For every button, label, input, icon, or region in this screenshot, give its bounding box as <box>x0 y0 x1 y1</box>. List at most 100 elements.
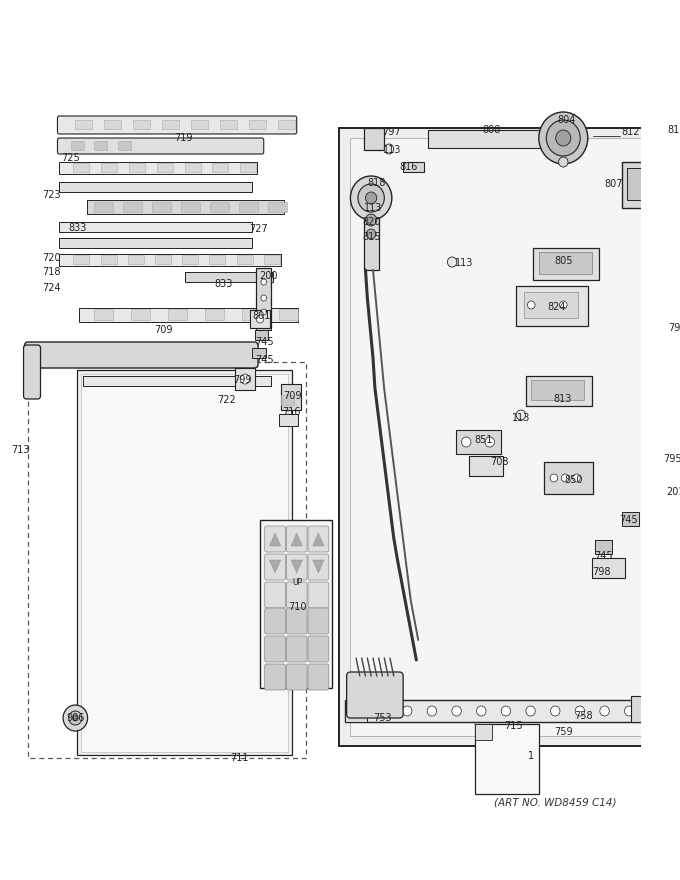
Bar <box>162 120 179 129</box>
Bar <box>648 537 658 545</box>
Bar <box>660 128 680 184</box>
Bar <box>364 128 384 150</box>
FancyBboxPatch shape <box>286 608 307 634</box>
FancyBboxPatch shape <box>286 526 307 552</box>
Text: 720: 720 <box>42 253 61 263</box>
Circle shape <box>365 201 375 211</box>
Polygon shape <box>475 724 492 740</box>
Bar <box>260 520 332 688</box>
Text: 758: 758 <box>574 711 592 721</box>
Bar <box>212 163 228 172</box>
Bar <box>631 696 658 722</box>
Text: 797: 797 <box>383 127 401 137</box>
Bar <box>73 163 90 172</box>
Bar <box>648 148 658 156</box>
Circle shape <box>651 453 660 463</box>
Bar <box>129 163 145 172</box>
Bar <box>648 377 658 385</box>
Text: 833: 833 <box>68 223 86 233</box>
Circle shape <box>447 257 457 267</box>
FancyBboxPatch shape <box>308 526 328 552</box>
Bar <box>539 252 592 274</box>
Text: 745: 745 <box>256 355 274 365</box>
Circle shape <box>350 176 392 220</box>
Bar <box>456 430 501 454</box>
Bar <box>157 163 173 172</box>
Bar <box>182 255 198 264</box>
FancyBboxPatch shape <box>308 582 328 608</box>
Bar <box>516 286 588 326</box>
Bar <box>669 140 680 172</box>
Bar <box>279 414 298 426</box>
Bar <box>256 268 271 328</box>
Text: 718: 718 <box>43 267 61 277</box>
Bar <box>81 374 288 752</box>
FancyBboxPatch shape <box>286 636 307 662</box>
Text: 813: 813 <box>553 394 571 404</box>
Text: 745: 745 <box>594 551 613 561</box>
Bar <box>59 162 257 174</box>
Bar <box>29 362 306 758</box>
Bar <box>59 222 252 232</box>
FancyBboxPatch shape <box>265 664 286 690</box>
Circle shape <box>378 706 388 716</box>
Bar <box>281 384 301 410</box>
Bar <box>205 309 224 320</box>
Bar <box>235 368 255 390</box>
Text: 805: 805 <box>554 256 573 266</box>
Circle shape <box>562 474 569 482</box>
Bar <box>220 120 237 129</box>
Circle shape <box>485 437 494 447</box>
Text: 745: 745 <box>619 515 638 525</box>
FancyBboxPatch shape <box>265 636 286 662</box>
FancyBboxPatch shape <box>24 342 258 368</box>
Bar <box>403 162 424 172</box>
Text: 801: 801 <box>253 311 271 321</box>
Text: (ART NO. WD8459 C14): (ART NO. WD8459 C14) <box>494 797 617 807</box>
Bar <box>133 120 150 129</box>
Bar <box>249 120 266 129</box>
Bar <box>104 120 121 129</box>
Circle shape <box>501 706 511 716</box>
Text: 727: 727 <box>250 224 269 234</box>
Bar <box>622 162 669 208</box>
Bar <box>531 380 584 400</box>
Polygon shape <box>656 480 680 518</box>
Text: 799: 799 <box>233 375 252 385</box>
Bar <box>71 141 84 150</box>
Text: 716: 716 <box>282 407 301 417</box>
Bar <box>59 238 252 248</box>
FancyBboxPatch shape <box>57 116 296 134</box>
Bar <box>364 218 379 270</box>
Bar <box>595 540 612 554</box>
Bar <box>545 462 594 494</box>
Bar <box>95 309 113 320</box>
Bar <box>240 163 256 172</box>
Bar <box>269 202 287 212</box>
Circle shape <box>403 706 412 716</box>
FancyBboxPatch shape <box>24 345 41 399</box>
Circle shape <box>427 706 437 716</box>
Bar <box>168 309 187 320</box>
Bar <box>648 628 658 636</box>
Text: 713: 713 <box>12 445 30 455</box>
Bar <box>648 354 658 362</box>
Text: 824: 824 <box>547 302 566 312</box>
Bar <box>79 308 298 322</box>
Bar <box>86 200 284 214</box>
Circle shape <box>560 301 567 309</box>
Bar <box>279 309 298 320</box>
Bar <box>339 128 652 746</box>
Text: 201: 201 <box>666 487 680 497</box>
Polygon shape <box>313 533 324 546</box>
Bar <box>78 370 292 755</box>
FancyBboxPatch shape <box>286 554 307 580</box>
FancyBboxPatch shape <box>308 664 328 690</box>
Bar <box>95 141 107 150</box>
Bar <box>665 134 680 178</box>
Bar <box>237 255 252 264</box>
Bar <box>648 239 658 247</box>
Text: 816: 816 <box>400 162 418 172</box>
Bar <box>75 120 92 129</box>
Text: 708: 708 <box>490 457 509 467</box>
